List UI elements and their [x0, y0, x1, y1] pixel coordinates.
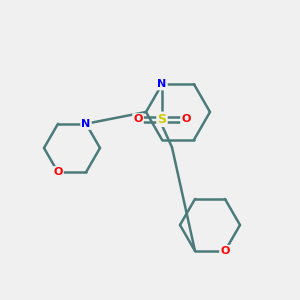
Text: O: O — [53, 167, 63, 177]
Text: O: O — [181, 114, 191, 124]
Text: O: O — [133, 114, 143, 124]
Text: N: N — [158, 79, 166, 89]
Text: O: O — [220, 246, 230, 256]
Text: N: N — [81, 119, 91, 129]
Text: S: S — [158, 113, 166, 126]
